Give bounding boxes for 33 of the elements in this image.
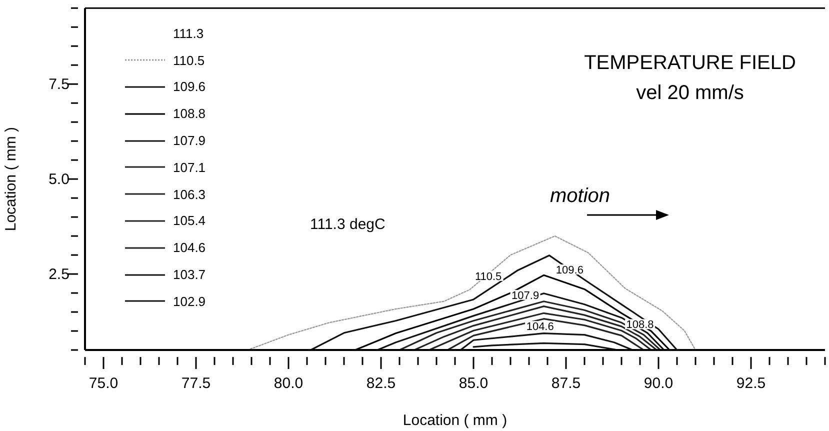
y-tick-label: 5.0 [48, 171, 70, 188]
x-tick-label: 92.5 [736, 375, 766, 392]
x-tick-label: 82.5 [366, 375, 396, 392]
annotation: 111.3 degC [310, 216, 386, 233]
legend-label: 107.1 [173, 160, 206, 175]
x-tick-label: 77.5 [181, 375, 211, 392]
legend-label: 103.7 [173, 267, 206, 282]
legend-label: 110.5 [173, 52, 205, 68]
annotation: 110.5 [474, 270, 502, 283]
y-tick-label: 2.5 [48, 266, 70, 284]
annotation: 108.8 [626, 319, 654, 332]
annotation: motion [550, 185, 610, 208]
legend-label: 106.3 [173, 186, 206, 202]
x-tick-label: 75.0 [88, 375, 118, 392]
legend-label: 109.6 [173, 79, 206, 94]
x-axis-title: Location ( mm ) [402, 412, 508, 429]
legend-label: 105.4 [173, 213, 206, 228]
y-tick-label: 7.5 [48, 76, 70, 94]
text: vel 20 mm/s [635, 81, 745, 106]
legend-label: 104.6 [173, 240, 206, 256]
x-tick-label: 90.0 [644, 375, 674, 392]
text: 111.3 [173, 26, 204, 41]
annotation: 104.6 [526, 321, 554, 334]
x-tick-label: 87.5 [551, 375, 581, 392]
text: TEMPERATURE FIELD [583, 51, 797, 76]
annotation: 109.6 [556, 264, 584, 276]
x-tick-label: 80.0 [274, 375, 304, 392]
x-tick-label: 85.0 [458, 375, 488, 392]
annotation: 107.9 [512, 290, 540, 302]
legend-label: 102.9 [173, 294, 206, 309]
legend-label: 107.9 [173, 133, 206, 148]
legend-label: 108.8 [173, 106, 206, 122]
y-axis-title: Location ( mm ) [2, 126, 20, 232]
